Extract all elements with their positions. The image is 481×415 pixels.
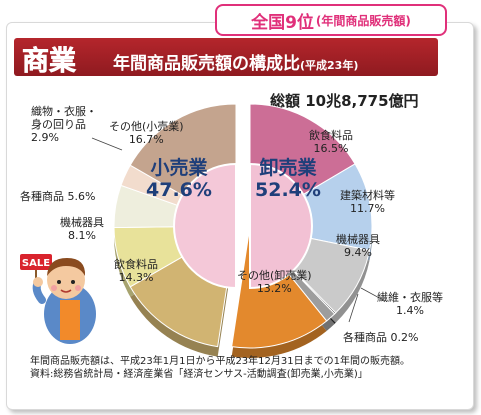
slice-label-r-textile-line2: 身の回り品 [31,118,86,131]
wholesale-group-label: 卸売業 52.4% [255,157,321,201]
slice-label-w-other-pct: 13.2% [256,282,292,295]
chart-title: 年間商品販売額の構成比(平成23年) [113,49,358,74]
slice-label-r-general: 各種商品 5.6% [20,190,96,203]
retail-group-share: 47.6% [146,179,212,201]
slice-label-w-other: その他(卸売業) 13.2% [237,269,312,295]
pie-slices [113,103,373,359]
footnotes: 年間商品販売額は、平成23年1月1日から平成23年12月31日までの1年間の販売… [30,355,410,381]
slice-label-w-food: 飲食料品 16.5% [309,129,353,155]
slice-label-w-food-pct: 16.5% [313,142,349,155]
sale-sign-text: SALE [22,258,50,269]
slice-label-w-mach: 機械器具 9.4% [336,233,380,259]
page-title: 商業 [22,46,77,78]
slice-label-w-mach-pct: 9.4% [344,246,372,259]
slice-label-w-food-name: 飲食料品 [309,129,353,142]
slice-label-r-food: 飲食料品 14.3% [114,258,158,284]
slice-label-r-mach: 機械器具 8.1% [60,216,104,242]
chart-title-year: (平成23年) [300,59,359,72]
slice-label-r-textile-line1: 織物・衣服・ [31,105,97,118]
slice-label-r-textile: 織物・衣服・ 身の回り品 2.9% [31,105,97,144]
slice-label-w-other-name: その他(卸売業) [237,269,312,282]
slice-label-w-build-name: 建築材料等 [340,189,395,202]
mascot-clerk: SALE [20,254,96,344]
slice-label-w-general: 各種商品 0.2% [343,331,419,344]
leader-lines [91,137,384,323]
chart-title-text: 年間商品販売額の構成比 [113,54,300,74]
retail-group-label: 小売業 47.6% [146,157,212,201]
slice-label-r-textile-pct: 2.9% [31,131,59,144]
footnote-source: 資料:総務省統計局・経済産業省「経済センサス-活動調査(卸売業,小売業)」 [30,369,368,380]
slice-label-w-build-pct: 11.7% [350,202,385,215]
slice-label-w-build: 建築材料等 11.7% [340,189,395,215]
wholesale-group-share: 52.4% [255,179,321,201]
rank-text: 全国9位 [251,12,314,33]
total-amount: 総額 10兆8,775億円 [270,92,419,110]
title-bar [14,38,438,76]
slice-label-r-other: その他(小売業) 16.7% [109,120,184,146]
slice-label-r-mach-pct: 8.1% [68,229,96,242]
rank-badge: 全国9位 (年間商品販売額) [215,4,447,36]
slice-label-w-textile-pct: 1.4% [396,304,424,317]
slice-label-w-mach-name: 機械器具 [336,233,380,246]
wholesale-group-name: 卸売業 [259,157,317,179]
group-hub-0 [173,162,237,290]
footnote-definition: 年間商品販売額は、平成23年1月1日から平成23年12月31日までの1年間の販売… [30,356,410,367]
rank-note: (年間商品販売額) [315,13,411,28]
slice-label-w-textile: 繊維・衣服等 1.4% [377,291,443,317]
slice-label-r-mach-name: 機械器具 [60,216,104,229]
retail-group-name: 小売業 [150,157,208,179]
slice-label-r-food-pct: 14.3% [118,271,154,284]
slice-label-r-other-pct: 16.7% [128,133,164,146]
leader-line-w-general [348,293,359,323]
group-hub-1 [249,162,313,290]
leader-line-w-textile [360,287,384,301]
slice-label-w-textile-name: 繊維・衣服等 [377,291,443,304]
leader-line-r-textile [91,137,123,151]
slice-label-r-food-name: 飲食料品 [114,258,158,271]
slice-label-r-other-name: その他(小売業) [109,120,184,133]
